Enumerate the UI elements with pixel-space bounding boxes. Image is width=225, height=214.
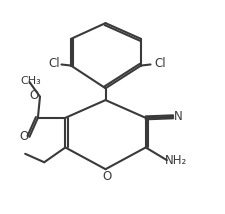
Text: N: N xyxy=(173,110,182,123)
Text: NH₂: NH₂ xyxy=(164,154,187,167)
Text: CH₃: CH₃ xyxy=(20,76,40,86)
Text: O: O xyxy=(29,89,38,102)
Text: Cl: Cl xyxy=(48,57,60,70)
Text: O: O xyxy=(19,130,29,143)
Text: O: O xyxy=(101,170,111,183)
Text: Cl: Cl xyxy=(153,57,165,70)
